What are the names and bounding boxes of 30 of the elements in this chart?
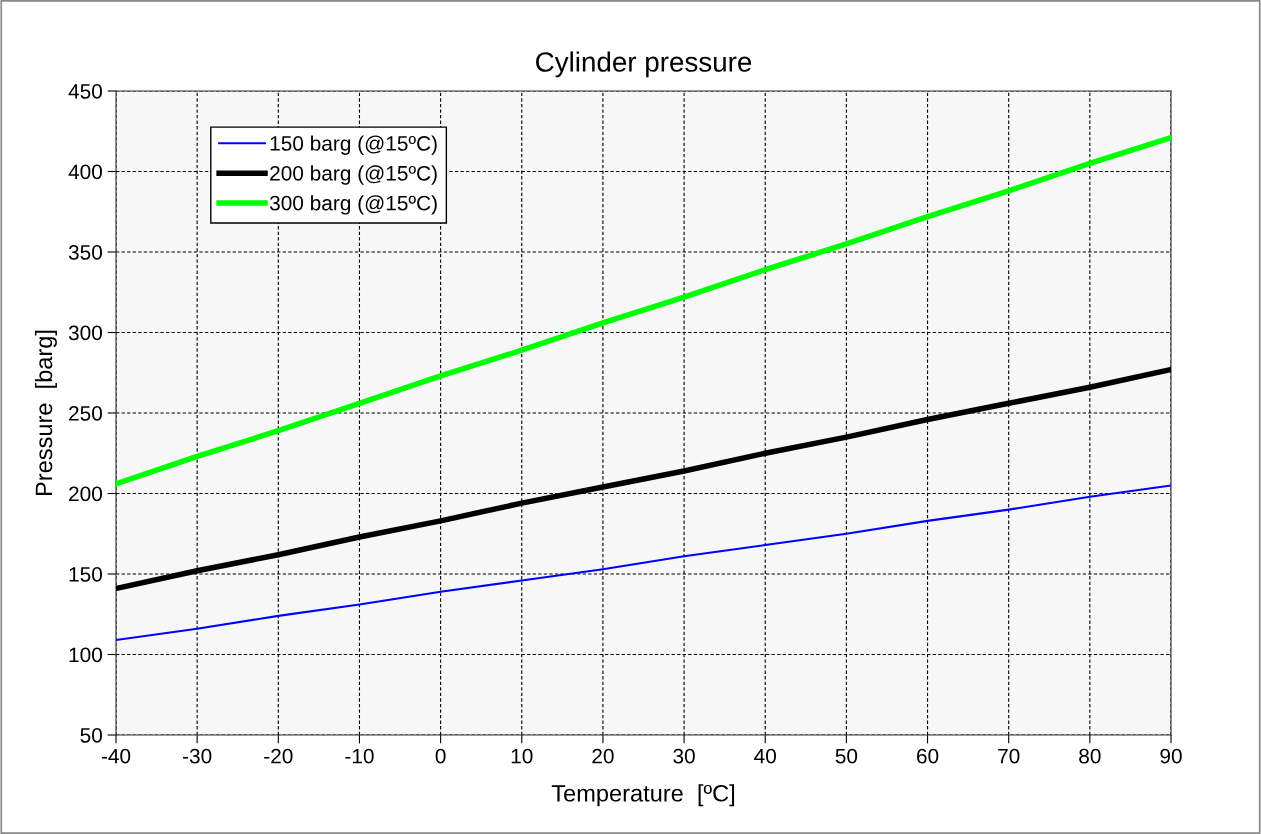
x-axis-title: Temperature [ºC] bbox=[551, 784, 735, 807]
y-tick-label: 250 bbox=[69, 406, 102, 421]
x-tick-label: -40 bbox=[101, 748, 131, 764]
y-tick-label: 100 bbox=[69, 647, 102, 663]
x-tick-label: -20 bbox=[264, 748, 293, 764]
x-tick-label: 50 bbox=[835, 748, 858, 764]
x-tick-label: 90 bbox=[1160, 748, 1182, 764]
y-tick-label: 50 bbox=[80, 728, 102, 743]
y-tick-label: 150 bbox=[69, 567, 102, 582]
line-series bbox=[116, 484, 1171, 642]
x-tick-label: 10 bbox=[511, 748, 533, 764]
x-tick-label: 60 bbox=[917, 748, 939, 764]
y-tick-label: 200 bbox=[69, 486, 102, 502]
x-tick-label: 80 bbox=[1079, 748, 1101, 764]
y-tick-label: 450 bbox=[68, 84, 102, 99]
y-axis-title: Pressure [barg] bbox=[34, 330, 57, 496]
x-tick-label: 0 bbox=[435, 748, 446, 764]
y-tick-label: 400 bbox=[68, 164, 102, 180]
x-tick-label: 30 bbox=[673, 748, 695, 764]
x-tick-label: 70 bbox=[998, 748, 1020, 764]
x-tick-label: 40 bbox=[754, 748, 776, 764]
legend-label: 200 barg (@15ºC) bbox=[270, 165, 437, 185]
x-tick-label: -30 bbox=[183, 748, 212, 764]
x-tick-label: -10 bbox=[345, 748, 374, 764]
y-tick-label: 350 bbox=[68, 245, 102, 260]
legend-label: 300 barg (@15ºC) bbox=[269, 195, 437, 215]
y-tick-label: 300 bbox=[68, 325, 102, 341]
chart-title: Cylinder pressure bbox=[536, 51, 752, 78]
legend-label: 150 barg (@15ºC) bbox=[270, 135, 437, 155]
x-tick-label: 20 bbox=[592, 748, 614, 764]
